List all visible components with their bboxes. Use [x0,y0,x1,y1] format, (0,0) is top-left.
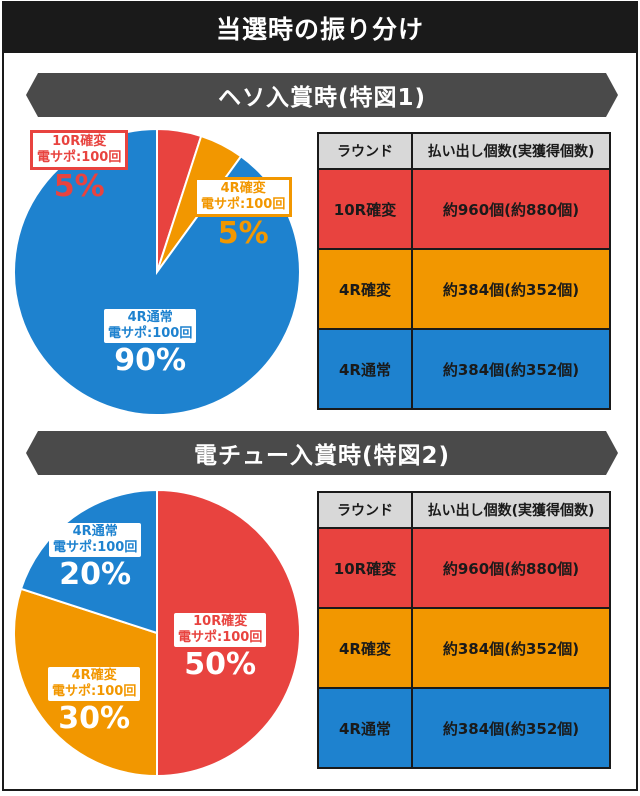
slice-name: 4R通常 [127,310,173,325]
slice-sub: 電サポ:100回 [52,684,137,699]
table-row: 4R確変 約384個(約352個) [317,248,611,330]
section-title-2: 電チュー入賞時(特図2) [193,443,451,469]
column-header-payout: 払い出し個数(実獲得個数) [411,491,611,529]
payout-cell: 約384個(約352個) [411,687,611,769]
column-header-round: ラウンド [317,132,413,170]
payout-cell: 約960個(約880個) [411,527,611,609]
slice-percent: 90% [114,343,187,378]
payout-cell: 約384個(約352個) [411,328,611,410]
table-row: 10R確変 約960個(約880個) [317,527,611,609]
label-p2-10r: 10R確変 電サポ:100回 50% [174,613,267,683]
round-cell: 4R通常 [317,687,413,769]
round-cell: 10R確変 [317,527,413,609]
banner-shape [26,431,618,475]
slice-percent: 5% [53,169,105,204]
slice-sub: 電サポ:100回 [108,326,193,341]
table-row: 10R確変 約960個(約880個) [317,168,611,250]
payout-table-2: ラウンド 払い出し個数(実獲得個数) 10R確変 約960個(約880個) 4R… [317,491,611,769]
round-cell: 4R確変 [317,607,413,689]
round-cell: 4R確変 [317,248,413,330]
slice-name: 4R通常 [72,524,118,539]
label-p2-4r-tsujo: 4R通常 電サポ:100回 20% [49,523,142,593]
slice-percent: 30% [58,701,131,736]
payout-cell: 約384個(約352個) [411,248,611,330]
table-row: 4R通常 約384個(約352個) [317,328,611,410]
section-banner-1: ヘソ入賞時(特図1) [26,73,618,117]
slice-percent: 20% [59,557,132,592]
slice-sub: 電サポ:100回 [201,197,286,212]
slice-sub: 電サポ:100回 [178,630,263,645]
payout-cell: 約960個(約880個) [411,168,611,250]
slice-sub: 電サポ:100回 [37,150,122,165]
slice-name: 4R確変 [71,668,117,683]
slice-name: 4R確変 [220,181,266,196]
section-banner-2: 電チュー入賞時(特図2) [26,431,618,475]
slice-percent: 5% [217,216,269,251]
slice-percent: 50% [184,647,257,682]
label-p2-4r-kakuhen: 4R確変 電サポ:100回 30% [48,667,141,737]
banner-shape [26,73,618,117]
label-p1-4r-tsujo: 4R通常 電サポ:100回 90% [104,309,197,379]
slice-name: 10R確変 [52,134,107,149]
section-title-1: ヘソ入賞時(特図1) [217,85,427,111]
column-header-payout: 払い出し個数(実獲得個数) [411,132,611,170]
round-cell: 10R確変 [317,168,413,250]
callout-p1-10r: 10R確変 電サポ:100回 5% [30,130,129,204]
page-title: 当選時の振り分け [4,3,636,53]
slice-name: 10R確変 [193,614,248,629]
payout-cell: 約384個(約352個) [411,607,611,689]
table-row: 4R通常 約384個(約352個) [317,687,611,769]
callout-p1-4r-kakuhen: 4R確変 電サポ:100回 5% [194,177,293,251]
column-header-round: ラウンド [317,491,413,529]
payout-table-1: ラウンド 払い出し個数(実獲得個数) 10R確変 約960個(約880個) 4R… [317,132,611,410]
table-row: 4R確変 約384個(約352個) [317,607,611,689]
slice-sub: 電サポ:100回 [53,540,138,555]
round-cell: 4R通常 [317,328,413,410]
